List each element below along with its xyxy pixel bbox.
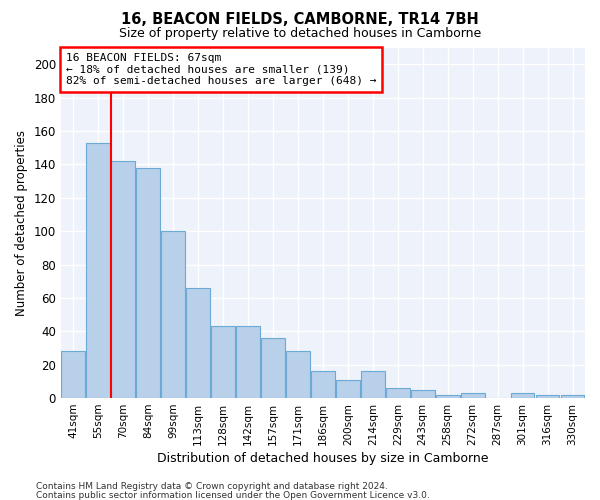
Bar	[161, 231, 185, 398]
Bar	[386, 388, 410, 398]
Bar	[136, 168, 160, 398]
Bar	[236, 326, 260, 398]
Y-axis label: Number of detached properties: Number of detached properties	[15, 130, 28, 316]
Text: Contains HM Land Registry data © Crown copyright and database right 2024.: Contains HM Land Registry data © Crown c…	[36, 482, 388, 491]
X-axis label: Distribution of detached houses by size in Camborne: Distribution of detached houses by size …	[157, 452, 488, 465]
Bar	[86, 142, 110, 398]
Bar	[286, 352, 310, 398]
Bar	[112, 161, 135, 398]
Bar	[336, 380, 360, 398]
Bar	[461, 393, 485, 398]
Bar	[61, 352, 85, 398]
Text: 16 BEACON FIELDS: 67sqm
← 18% of detached houses are smaller (139)
82% of semi-d: 16 BEACON FIELDS: 67sqm ← 18% of detache…	[66, 53, 377, 86]
Bar	[536, 394, 559, 398]
Bar	[311, 372, 335, 398]
Text: 16, BEACON FIELDS, CAMBORNE, TR14 7BH: 16, BEACON FIELDS, CAMBORNE, TR14 7BH	[121, 12, 479, 28]
Bar	[436, 394, 460, 398]
Text: Contains public sector information licensed under the Open Government Licence v3: Contains public sector information licen…	[36, 490, 430, 500]
Bar	[511, 393, 535, 398]
Bar	[261, 338, 285, 398]
Bar	[186, 288, 210, 398]
Text: Size of property relative to detached houses in Camborne: Size of property relative to detached ho…	[119, 28, 481, 40]
Bar	[211, 326, 235, 398]
Bar	[411, 390, 434, 398]
Bar	[560, 394, 584, 398]
Bar	[361, 372, 385, 398]
